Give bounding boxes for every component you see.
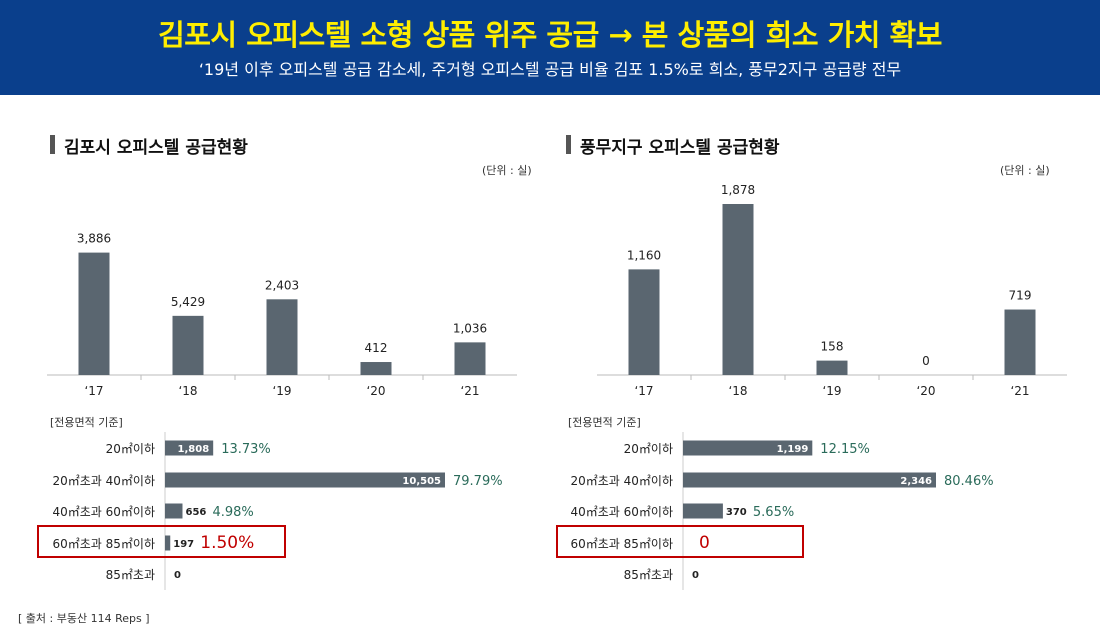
left-area-bar (165, 440, 214, 456)
right-highlight-box (556, 525, 804, 558)
right-supply-data-label: 1,878 (721, 183, 755, 197)
left-supply-bar (360, 362, 392, 375)
right-area-percent-label: 12.15% (820, 442, 870, 457)
right-area-bar-chart: 20㎡이하 1,199 12.15% 20㎡초과 40㎡이하 2,346 80.46% 40… (570, 432, 994, 590)
right-area-basis-label: [전용면적 기준] (568, 416, 641, 429)
left-area-bar (165, 535, 171, 551)
left-area-category-label: 60㎡초과 85㎡이하 (52, 537, 155, 551)
left-area-category-label: 85㎡초과 (106, 568, 155, 582)
right-area-value-label: 1,199 (777, 444, 809, 455)
right-supply-tick-label: ‘21 (1010, 384, 1029, 398)
right-area-category-label: 85㎡초과 (624, 568, 673, 582)
left-supply-bar (266, 299, 298, 375)
right-supply-tick-label: ‘17 (634, 384, 653, 398)
left-area-value-label: 197 (173, 539, 194, 550)
left-supply-data-label: 1,036 (453, 321, 487, 335)
right-area-bar (683, 472, 936, 488)
left-supply-data-label: 3,886 (77, 232, 111, 246)
right-supply-tick-label: ‘20 (916, 384, 935, 398)
right-supply-bar (628, 269, 660, 375)
left-supply-data-label: 2,403 (265, 278, 299, 292)
right-supply-bar (816, 360, 848, 375)
left-area-percent-label: 79.79% (453, 474, 503, 489)
left-supply-bar (78, 252, 110, 375)
right-supply-bar (722, 204, 754, 375)
left-area-category-label: 20㎡초과 40㎡이하 (52, 474, 155, 488)
left-supply-bar (172, 315, 204, 375)
right-supply-tick-label: ‘18 (728, 384, 747, 398)
right-area-percent-label: 5.65% (753, 505, 794, 520)
right-area-category-label: 20㎡이하 (624, 442, 673, 456)
left-area-basis-label: [전용면적 기준] (50, 416, 123, 429)
right-supply-data-label: 0 (922, 354, 930, 368)
right-supply-bar (1004, 309, 1036, 375)
right-supply-data-label: 1,160 (627, 248, 661, 262)
left-supply-data-label: 412 (365, 341, 388, 355)
left-supply-tick-label: ‘20 (366, 384, 385, 398)
right-unit-label: (단위 : 실) (1000, 164, 1050, 177)
left-area-category-label: 20㎡이하 (106, 442, 155, 456)
left-area-category-label: 40㎡초과 60㎡이하 (52, 505, 155, 519)
left-area-bar-chart: 20㎡이하 1,808 13.73% 20㎡초과 40㎡이하 10,505 79.79% 4… (52, 432, 503, 590)
right-area-category-label: 40㎡초과 60㎡이하 (570, 505, 673, 519)
left-area-value-label: 0 (174, 570, 181, 581)
right-supply-data-label: 719 (1009, 289, 1032, 303)
right-area-bar (683, 503, 723, 519)
right-section-title: 풍무지구 오피스텔 공급현황 (566, 133, 780, 158)
page-subtitle: ‘19년 이후 오피스텔 공급 감소세, 주거형 오피스텔 공급 비율 김포 1… (198, 60, 902, 79)
page-title: 김포시 오피스텔 소형 상품 위주 공급 → 본 상품의 희소 가치 확보 (158, 18, 942, 52)
left-area-bar (165, 503, 183, 519)
right-area-percent-label: 80.46% (944, 474, 994, 489)
left-section-title: 김포시 오피스텔 공급현황 (50, 133, 248, 158)
left-highlight-box (37, 525, 286, 558)
left-supply-bar-chart: 3,886 ‘17 5,429 ‘18 2,403 ‘19 412 ‘20 1,036 ‘21 (47, 232, 517, 398)
right-supply-data-label: 158 (821, 340, 844, 354)
right-area-value-label: 2,346 (900, 476, 932, 487)
left-supply-tick-label: ‘21 (460, 384, 479, 398)
left-unit-label: (단위 : 실) (482, 164, 532, 177)
left-area-value-label: 1,808 (178, 444, 210, 455)
right-area-percent-label: 0 (699, 533, 710, 553)
left-supply-tick-label: ‘17 (84, 384, 103, 398)
left-supply-data-label: 5,429 (171, 295, 205, 309)
right-area-value-label: 370 (726, 507, 747, 518)
left-area-bar (165, 472, 445, 488)
header-banner: 김포시 오피스텔 소형 상품 위주 공급 → 본 상품의 희소 가치 확보 ‘1… (0, 0, 1100, 95)
right-area-value-label: 0 (692, 570, 699, 581)
left-area-value-label: 10,505 (402, 476, 441, 487)
right-area-category-label: 20㎡초과 40㎡이하 (570, 474, 673, 488)
left-supply-tick-label: ‘18 (178, 384, 197, 398)
left-area-percent-label: 1.50% (200, 533, 254, 553)
left-supply-tick-label: ‘19 (272, 384, 291, 398)
right-area-category-label: 60㎡초과 85㎡이하 (570, 537, 673, 551)
source-note: [ 출처 : 부동산 114 Reps ] (18, 612, 150, 625)
right-area-bar (683, 440, 813, 456)
left-area-value-label: 656 (185, 507, 206, 518)
left-area-percent-label: 13.73% (221, 442, 271, 457)
right-supply-bar-chart: 1,160 ‘17 1,878 ‘18 158 ‘19 0 ‘20 719 ‘21 (597, 183, 1067, 398)
left-area-percent-label: 4.98% (212, 505, 253, 520)
right-supply-tick-label: ‘19 (822, 384, 841, 398)
left-supply-bar (454, 342, 486, 375)
